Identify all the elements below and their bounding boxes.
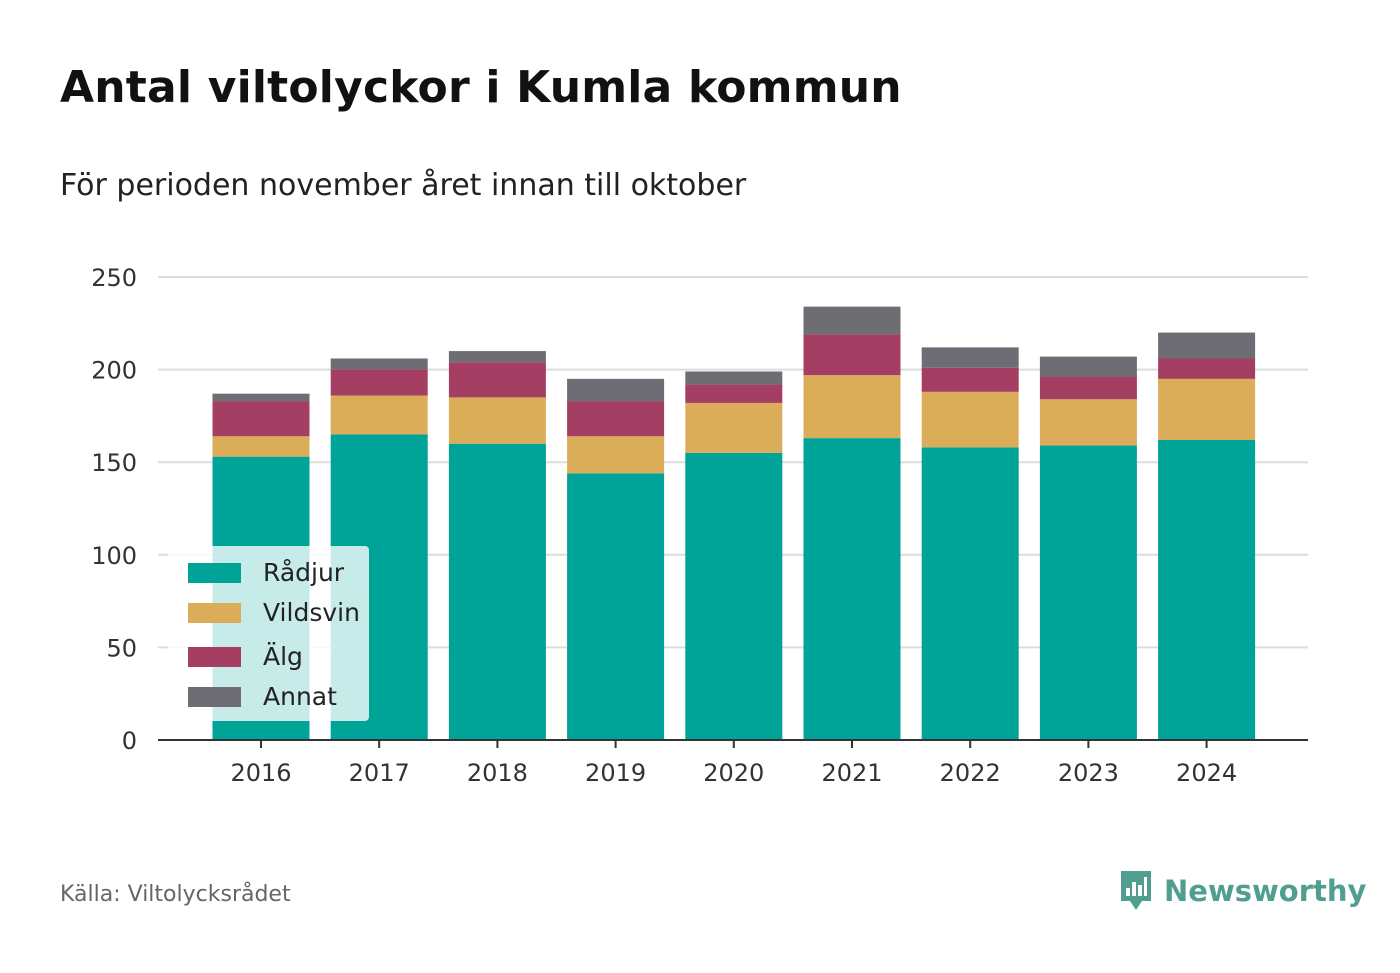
y-tick-label-200: 200: [91, 357, 137, 385]
legend-label-alg: Älg: [263, 642, 303, 671]
bar-2019-annat: [567, 378, 665, 402]
bar-2020-vildsvin: [685, 402, 783, 453]
x-tick-label-2019: 2019: [585, 759, 646, 787]
bar-2019-vildsvin: [567, 436, 665, 474]
bar-2016-vildsvin: [212, 436, 310, 457]
x-tick-label-2020: 2020: [703, 759, 764, 787]
brand-logo[interactable]: Newsworthy: [1118, 868, 1366, 914]
y-tick-label-150: 150: [91, 449, 137, 477]
legend-swatch-alg: [188, 646, 241, 667]
legend-item-alg: Älg: [188, 642, 303, 671]
x-tick-label-2018: 2018: [467, 759, 528, 787]
axes: 0 50 100 150 200 250 2016 2017 2018 2019 2020 2021 2…: [91, 264, 1308, 787]
legend: Rådjur Vildsvin Älg Annat: [168, 546, 369, 721]
x-tick-label-2016: 2016: [230, 759, 291, 787]
newsworthy-logo-icon: [1121, 871, 1151, 910]
bar-2018-annat: [448, 351, 546, 363]
bar-2017-vildsvin: [330, 395, 428, 435]
bar-2021-rådjur: [803, 438, 901, 740]
bar-2019-rådjur: [567, 473, 665, 740]
bar-2024-annat: [1158, 332, 1256, 359]
y-tick-label-0: 0: [122, 727, 137, 755]
legend-label-radjur: Rådjur: [263, 558, 345, 587]
bar-2024-vildsvin: [1158, 378, 1256, 440]
bar-2023-annat: [1039, 356, 1137, 378]
source-note: Källa: Viltolycksrådet: [60, 882, 291, 907]
bar-2020-rådjur: [685, 452, 783, 740]
bar-2018-rådjur: [448, 443, 546, 740]
x-tick-label-2022: 2022: [940, 759, 1001, 787]
bar-2023-älg: [1039, 377, 1137, 400]
bar-2022-rådjur: [921, 447, 1019, 740]
bar-2020-älg: [685, 384, 783, 403]
bar-2021-annat: [803, 306, 901, 335]
y-tick-label-50: 50: [106, 634, 137, 662]
legend-swatch-annat: [188, 686, 241, 707]
bar-2020-annat: [685, 371, 783, 385]
bar-2016-annat: [212, 393, 310, 402]
legend-swatch-radjur: [188, 562, 241, 583]
bar-2023-vildsvin: [1039, 399, 1137, 446]
bar-2017-älg: [330, 369, 428, 396]
y-tick-label-100: 100: [91, 542, 137, 570]
bar-2023-rådjur: [1039, 445, 1137, 740]
bar-2018-vildsvin: [448, 397, 546, 444]
bar-2019-älg: [567, 401, 665, 437]
x-tick-label-2024: 2024: [1176, 759, 1237, 787]
bar-2016-älg: [212, 401, 310, 437]
bar-2024-älg: [1158, 358, 1256, 379]
brand-name: Newsworthy: [1164, 874, 1367, 908]
x-tick-label-2017: 2017: [349, 759, 410, 787]
bar-2021-älg: [803, 334, 901, 376]
bar-2024-rådjur: [1158, 439, 1256, 740]
bar-2017-annat: [330, 358, 428, 370]
legend-item-vildsvin: Vildsvin: [188, 598, 360, 627]
chart-subtitle: För perioden november året innan till ok…: [60, 168, 747, 203]
y-tick-label-250: 250: [91, 264, 137, 292]
bar-2021-vildsvin: [803, 375, 901, 439]
bar-2022-älg: [921, 367, 1019, 392]
legend-label-annat: Annat: [263, 682, 337, 711]
legend-label-vildsvin: Vildsvin: [263, 598, 360, 627]
chart-title: Antal viltolyckor i Kumla kommun: [60, 62, 902, 113]
legend-item-annat: Annat: [188, 682, 337, 711]
x-tick-label-2023: 2023: [1058, 759, 1119, 787]
legend-item-radjur: Rådjur: [188, 558, 344, 587]
x-tick-label-2021: 2021: [821, 759, 882, 787]
bar-2022-vildsvin: [921, 391, 1019, 448]
bar-2022-annat: [921, 347, 1019, 368]
bar-2018-älg: [448, 362, 546, 398]
legend-swatch-vildsvin: [188, 602, 241, 623]
